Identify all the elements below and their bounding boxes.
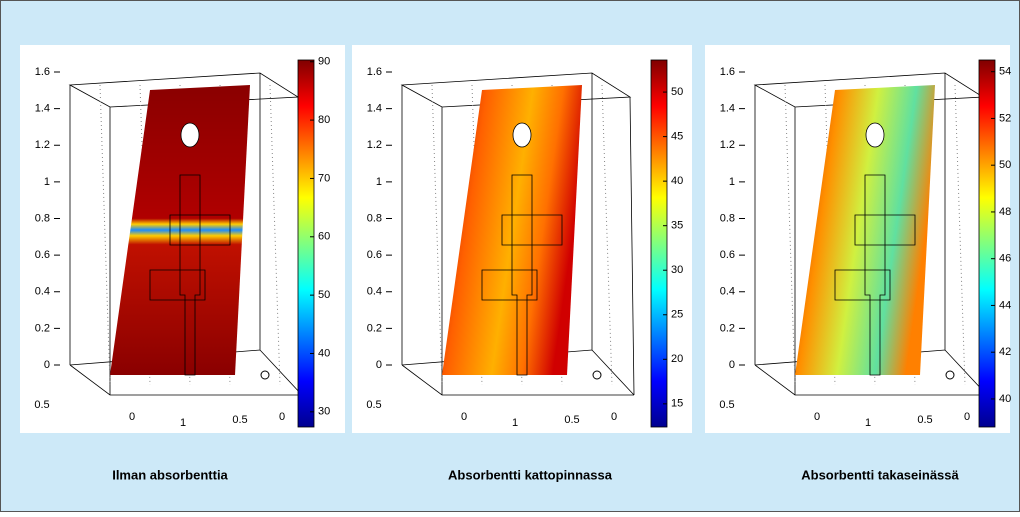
panel-caption: Ilman absorbenttia [112,467,228,482]
base-tick-label: 0.5 [34,399,49,411]
z-tick-label: 1 [729,176,735,188]
base-tick-label: 0 [814,411,820,423]
z-tick-label: 0.2 [35,322,50,334]
z-tick-label: 0 [729,359,735,371]
colorbar-tick-label: 50 [318,289,330,301]
figure-body [481,174,563,376]
colorbar-tick-label: 52 [999,112,1011,124]
marker [945,370,955,380]
z-tick-label: 1 [376,176,382,188]
z-tick-label: 0 [44,359,50,371]
colorbar [978,59,996,428]
z-tick-label: 1.6 [367,66,382,78]
z-tick-label: 1.2 [367,139,382,151]
z-tick-label: 1 [44,176,50,188]
z-tick-label: 1.2 [35,139,50,151]
base-tick-label: 0 [279,411,285,423]
colorbar-tick-label: 90 [318,56,330,68]
base-tick-label: 0 [461,411,467,423]
plot-panel: 0 0.2 0.4 0.6 0.8 1 1.2 1.4 1.6 0.5 0 1 0.5 0 15 20 25 30… [352,45,692,433]
figure-body [149,174,231,376]
colorbar-tick-label: 80 [318,114,330,126]
base-tick-label: 0.5 [564,414,579,426]
base-tick-label: 0.5 [917,414,932,426]
base-tick-label: 0 [611,411,617,423]
colorbar-tick-label: 40 [318,347,330,359]
colorbar-tick-label: 44 [999,299,1011,311]
plot-panel: 0 0.2 0.4 0.6 0.8 1 1.2 1.4 1.6 0.5 0 1 0.5 0 40 42 44 46… [705,45,1011,433]
colorbar-tick-label: 46 [999,253,1011,265]
base-tick-label: 1 [865,417,871,429]
colorbar-tick-label: 60 [318,231,330,243]
plot-panel: 0 0.2 0.4 0.6 0.8 1 1.2 1.4 1.6 0.5 0 1 0.5 0 30 40 50 60… [20,45,345,433]
colorbar-tick-label: 48 [999,206,1011,218]
colorbar-tick-label: 20 [671,353,683,365]
z-tick-label: 1.2 [720,139,735,151]
box-frame [400,72,635,396]
base-tick-label: 0 [129,411,135,423]
z-tick-label: 0.6 [35,249,50,261]
z-tick-label: 0.2 [720,322,735,334]
colorbar-tick-label: 70 [318,172,330,184]
marker [260,370,270,380]
z-tick-label: 1.4 [35,103,50,115]
base-tick-label: 0 [964,411,970,423]
colorbar-tick-label: 30 [671,264,683,276]
z-tick-label: 1.6 [35,66,50,78]
base-tick-label: 0.5 [366,399,381,411]
panel-caption: Absorbentti kattopinnassa [448,467,613,482]
colorbar-tick-label: 50 [671,86,683,98]
z-tick-label: 0.8 [720,212,735,224]
colorbar [650,59,668,428]
figure-body [834,174,916,376]
figure-head [180,122,200,148]
z-tick-label: 0.6 [367,249,382,261]
base-tick-label: 1 [512,417,518,429]
colorbar-tick-label: 35 [671,220,683,232]
panel-caption: Absorbentti takaseinässä [801,467,959,482]
colorbar-tick-label: 40 [671,175,683,187]
figure-head [512,122,532,148]
colorbar-tick-label: 15 [671,398,683,410]
z-tick-label: 1.4 [367,103,382,115]
colorbar-tick-label: 54 [999,66,1011,78]
colorbar [297,59,315,428]
z-tick-label: 0.8 [35,212,50,224]
colorbar-tick-label: 42 [999,346,1011,358]
z-tick-label: 0.6 [720,249,735,261]
base-tick-label: 1 [180,417,186,429]
colorbar-tick-label: 45 [671,131,683,143]
z-tick-label: 0.4 [720,286,735,298]
z-tick-label: 0.4 [367,286,382,298]
colorbar-tick-label: 25 [671,309,683,321]
z-tick-label: 0.4 [35,286,50,298]
base-tick-label: 0.5 [719,399,734,411]
figure-head [865,122,885,148]
z-tick-label: 0 [376,359,382,371]
colorbar-tick-label: 30 [318,406,330,418]
colorbar-tick-label: 40 [999,393,1011,405]
z-tick-label: 1.4 [720,103,735,115]
colorbar-tick-label: 50 [999,159,1011,171]
z-tick-label: 0.2 [367,322,382,334]
marker [592,370,602,380]
z-tick-label: 1.6 [720,66,735,78]
base-tick-label: 0.5 [232,414,247,426]
z-tick-label: 0.8 [367,212,382,224]
